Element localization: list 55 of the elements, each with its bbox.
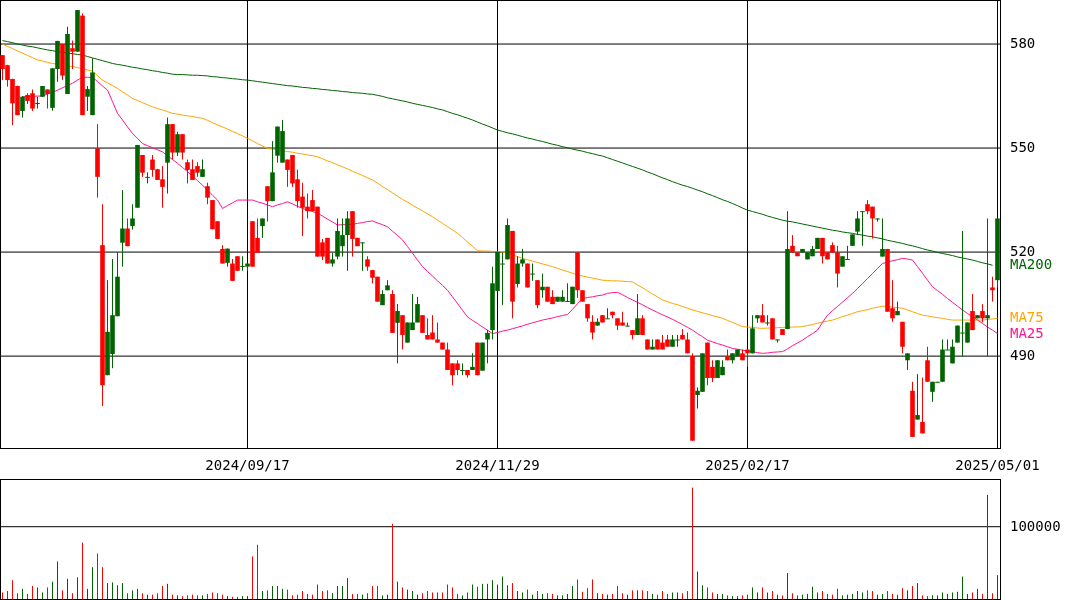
candlestick: [400, 314, 405, 351]
candlestick: [415, 296, 420, 323]
candlestick: [590, 314, 595, 340]
candlestick: [990, 276, 995, 303]
y-tick-label: 580: [1010, 35, 1036, 52]
candlestick: [360, 241, 365, 272]
line-series: [22, 76, 998, 354]
candlestick: [540, 273, 545, 299]
candlestick: [970, 293, 975, 331]
candlestick: [175, 131, 180, 157]
candlestick: [20, 95, 25, 119]
candlestick: [515, 255, 520, 288]
candlestick: [395, 303, 400, 364]
candlestick: [265, 185, 270, 223]
y-tick-label: 490: [1010, 347, 1036, 364]
candlestick: [625, 321, 630, 327]
candlestick: [485, 329, 490, 364]
candlestick: [70, 40, 75, 70]
y-tick-label: 550: [1010, 139, 1036, 156]
x-tick-label: 2024/11/29: [455, 457, 540, 473]
candlestick: [860, 210, 865, 247]
candlestick: [855, 210, 860, 236]
candlestick: [640, 314, 645, 336]
candlestick: [145, 171, 150, 184]
candlestick: [45, 88, 50, 110]
candlestick: [765, 314, 770, 327]
candlestick: [435, 321, 440, 344]
candlestick: [130, 203, 135, 231]
candlestick: [775, 338, 780, 344]
candlestick: [880, 217, 885, 258]
candlestick: [345, 210, 350, 272]
x-tick-label: 2024/09/17: [205, 457, 290, 473]
candlestick: [125, 217, 130, 247]
candlestick: [875, 217, 880, 223]
x-tick-label: 2025/02/17: [705, 457, 790, 473]
series-label: MA75: [1010, 309, 1044, 326]
candlestick: [635, 293, 640, 336]
candlestick: [180, 133, 185, 160]
candlestick: [835, 245, 840, 288]
x-tick-label: 2025/05/01: [955, 457, 1040, 473]
candlestick: [220, 244, 225, 265]
candlestick: [980, 303, 985, 323]
candlestick: [925, 346, 930, 383]
series-label: MA25: [1010, 324, 1044, 341]
candlestick: [120, 189, 125, 268]
candlestick: [920, 377, 925, 434]
candlestick: [205, 182, 210, 205]
candlestick: [605, 307, 610, 320]
y-tick-label: 100000: [1010, 517, 1061, 534]
candlestick: [140, 154, 145, 178]
candlestick: [35, 96, 40, 110]
candlestick: [260, 217, 265, 239]
candlestick: [530, 263, 535, 282]
candlestick: [460, 362, 465, 376]
candlestick: [915, 373, 920, 421]
